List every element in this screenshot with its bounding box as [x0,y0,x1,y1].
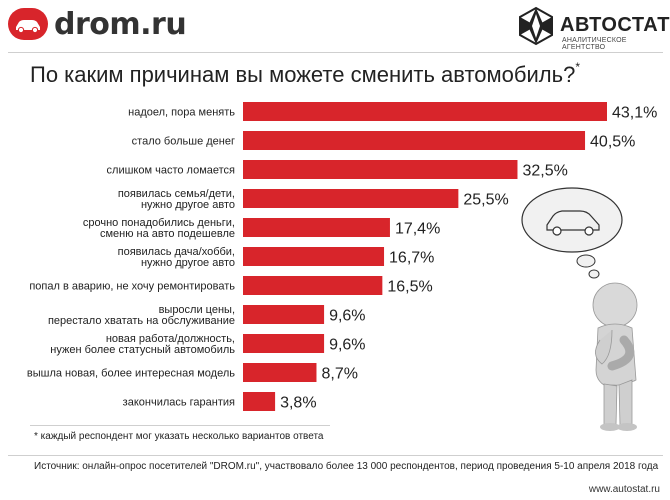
drom-logo[interactable]: drom.ru [8,6,187,42]
footer-divider [8,455,663,456]
value-label-8: 9,6% [329,308,365,325]
thinking-figure-illustration [520,180,660,440]
bar-7 [243,276,383,295]
category-label-4: появилась семья/дети, нужно другое авто [118,188,235,211]
site-url[interactable]: www.autostat.ru [588,484,660,495]
value-label-6: 16,7% [389,250,434,267]
value-label-1: 43,1% [612,105,657,122]
bar-9 [243,334,325,353]
value-label-11: 3,8% [280,395,316,412]
source-note: Источник: онлайн-опрос посетителей "DROM… [34,461,659,472]
category-label-10: вышла новая, более интересная модель [27,368,235,380]
chart-title-text: По каким причинам вы можете сменить авто… [30,62,576,87]
bar-1 [243,102,607,121]
value-label-7: 16,5% [387,279,432,296]
value-label-5: 17,4% [395,221,440,238]
value-label-4: 25,5% [463,192,508,209]
autostat-logo[interactable]: АВТОСТАТ АНАЛИТИЧЕСКОЕ АГЕНТСТВО [516,6,669,51]
footnote-divider [30,425,330,426]
value-label-10: 8,7% [321,366,357,383]
category-label-11: закончилась гарантия [123,397,235,409]
bar-5 [243,218,390,237]
category-label-5: срочно понадобились деньги, сменю на авто… [83,217,235,240]
bar-2 [243,131,586,150]
value-label-3: 32,5% [522,163,567,180]
chart-title: По каким причинам вы можете сменить авто… [30,60,650,88]
header: drom.ru АВТОСТАТ АНАЛИТИЧЕСКОЕ АГЕНТСТВО [0,0,670,56]
category-label-2: стало больше денег [132,136,235,148]
category-label-3: слишком часто ломается [107,165,236,177]
value-label-2: 40,5% [590,134,635,151]
autostat-logo-text: АВТОСТАТ [560,14,670,36]
footnote: * каждый респондент мог указать нескольк… [34,431,324,442]
autostat-emblem-icon [519,6,553,46]
bar-11 [243,392,276,411]
bar-10 [243,363,317,382]
bar-8 [243,305,325,324]
category-label-1: надоел, пора менять [128,107,235,119]
bar-6 [243,247,385,266]
title-footnote-mark: * [575,60,580,74]
category-label-6: появилась дача/хобби, нужно другое авто [118,246,235,269]
header-divider [8,52,663,53]
autostat-subtitle: АНАЛИТИЧЕСКОЕ АГЕНТСТВО [562,37,627,51]
drom-car-icon [8,8,48,40]
bar-4 [243,189,459,208]
category-label-7: попал в аварию, не хочу ремонтировать [29,281,235,293]
drom-logo-text: drom.ru [54,6,187,42]
value-label-9: 9,6% [329,337,365,354]
bar-3 [243,160,518,179]
category-label-8: выросли цены, перестало хватать на обслуж… [48,304,235,327]
category-label-9: новая работа/должность, нужен более стату… [50,333,235,356]
